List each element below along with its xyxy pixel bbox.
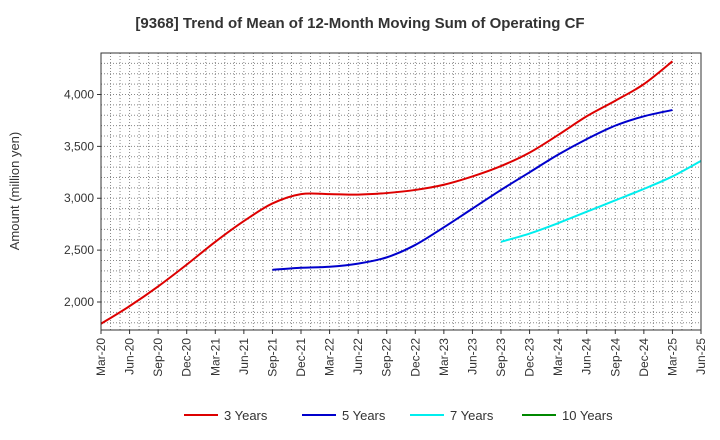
legend-item-5-years: 5 Years bbox=[302, 408, 386, 423]
x-tick-label: Jun-23 bbox=[465, 338, 479, 375]
x-tick-label: Dec-22 bbox=[408, 338, 422, 377]
x-tick-label: Mar-23 bbox=[437, 338, 451, 376]
x-tick-label: Dec-20 bbox=[180, 338, 194, 377]
series-line-3-years bbox=[100, 60, 674, 325]
y-ticks: 2,000 2,500 3,000 3,500 4,000 bbox=[64, 87, 101, 309]
x-tick-label: Jun-22 bbox=[351, 338, 365, 375]
legend-item-10-years: 10 Years bbox=[522, 408, 613, 423]
x-tick-label: Jun-25 bbox=[694, 338, 708, 375]
legend-item-7-years: 7 Years bbox=[410, 408, 494, 423]
chart-title: [9368] Trend of Mean of 12-Month Moving … bbox=[135, 15, 584, 32]
y-tick-label: 2,500 bbox=[64, 243, 94, 257]
x-tick-label: Jun-20 bbox=[123, 338, 137, 375]
x-tick-label: Dec-21 bbox=[294, 338, 308, 377]
x-tick-label: Mar-20 bbox=[94, 338, 108, 376]
x-tick-label: Dec-24 bbox=[637, 338, 651, 377]
x-tick-label: Sep-22 bbox=[380, 338, 394, 377]
y-tick-label: 2,000 bbox=[64, 295, 94, 309]
x-ticks: Mar-20 Jun-20 Sep-20 Dec-20 Mar-21 Jun-21 Sep-… bbox=[94, 330, 708, 377]
series-lines bbox=[100, 60, 702, 325]
y-tick-label: 3,500 bbox=[64, 139, 94, 153]
y-tick-label: 3,000 bbox=[64, 191, 94, 205]
x-tick-label: Sep-24 bbox=[608, 338, 622, 377]
x-tick-label: Mar-24 bbox=[551, 338, 565, 376]
y-tick-label: 4,000 bbox=[64, 87, 94, 101]
x-tick-label: Mar-21 bbox=[208, 338, 222, 376]
legend-label: 7 Years bbox=[450, 408, 494, 423]
x-tick-label: Dec-23 bbox=[523, 338, 537, 377]
plot-frame bbox=[100, 52, 702, 331]
x-tick-label: Jun-21 bbox=[237, 338, 251, 375]
y-axis-label: Amount (million yen) bbox=[7, 132, 22, 251]
x-tick-label: Mar-25 bbox=[665, 338, 679, 376]
series-line-7-years bbox=[500, 160, 702, 243]
x-tick-label: Sep-21 bbox=[265, 338, 279, 377]
series-line-5-years bbox=[272, 109, 673, 271]
legend: 3 Years 5 Years 7 Years 10 Years bbox=[184, 408, 613, 423]
legend-item-3-years: 3 Years bbox=[184, 408, 268, 423]
x-tick-label: Sep-20 bbox=[151, 338, 165, 377]
legend-label: 3 Years bbox=[224, 408, 268, 423]
legend-label: 10 Years bbox=[562, 408, 613, 423]
x-tick-label: Sep-23 bbox=[494, 338, 508, 377]
x-tick-label: Jun-24 bbox=[580, 338, 594, 375]
x-tick-label: Mar-22 bbox=[323, 338, 337, 376]
legend-label: 5 Years bbox=[342, 408, 386, 423]
